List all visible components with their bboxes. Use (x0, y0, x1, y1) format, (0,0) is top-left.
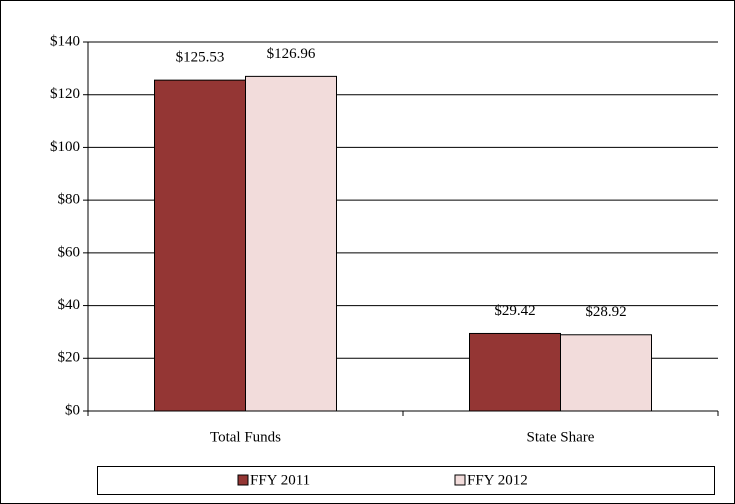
bar (560, 334, 652, 412)
value-label: $29.42 (494, 303, 535, 319)
bar (154, 79, 246, 412)
bar (469, 332, 561, 412)
y-tick-label: $0 (65, 402, 80, 418)
x-tick-label: Total Funds (210, 429, 281, 445)
x-tick-label: State Share (527, 429, 595, 445)
y-tick-label: $40 (58, 297, 81, 313)
bar (245, 75, 337, 412)
y-tick-label: $120 (50, 86, 80, 102)
value-label: $125.53 (176, 50, 225, 66)
y-tick-label: $80 (58, 192, 81, 208)
y-tick-label: $20 (58, 350, 81, 366)
y-tick-label: $100 (50, 139, 80, 155)
value-label: $126.96 (267, 46, 316, 62)
legend-box (97, 466, 715, 495)
legend-label: FFY 2011 (250, 472, 310, 488)
value-label: $28.92 (585, 304, 626, 320)
y-tick-label: $140 (50, 33, 80, 49)
y-tick-label: $60 (58, 244, 81, 260)
legend-label: FFY 2012 (467, 472, 528, 488)
legend-swatch (237, 474, 249, 486)
legend-swatch (454, 474, 466, 486)
